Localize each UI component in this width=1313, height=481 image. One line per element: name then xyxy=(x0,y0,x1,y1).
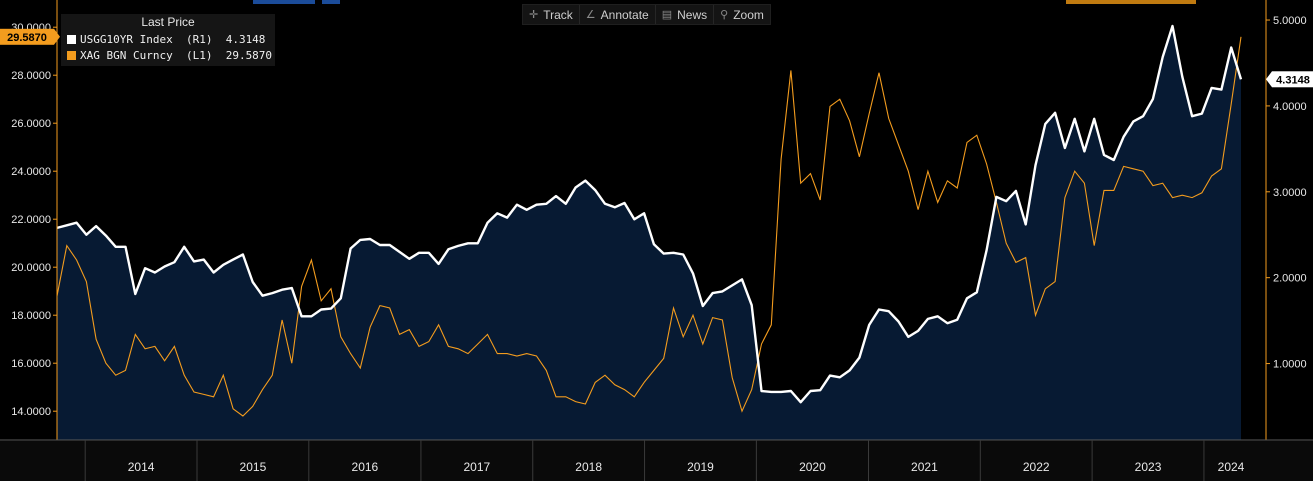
x-tick-label: 2014 xyxy=(128,460,155,474)
zoom-icon: ⚲ xyxy=(720,9,729,21)
left-tick-label: 26.0000 xyxy=(11,118,51,130)
right-last-tag xyxy=(1272,71,1313,88)
x-tick-label: 2015 xyxy=(240,460,267,474)
zoom-button[interactable]: ⚲ Zoom xyxy=(714,5,770,24)
legend-row-silver[interactable]: XAG BGN Curncy (L1) 29.5870 xyxy=(61,47,275,63)
right-tick-label: 4.0000 xyxy=(1273,101,1307,113)
silver-price-line xyxy=(56,36,1242,417)
x-tick-label: 2016 xyxy=(352,460,379,474)
left-tick-label: 20.0000 xyxy=(11,262,51,274)
legend-title: Last Price xyxy=(141,15,195,29)
legend-label-silver: XAG BGN Curncy (L1) 29.5870 xyxy=(80,48,273,62)
right-last-tag-arrow xyxy=(1266,71,1272,88)
crosshair-icon: ✛ xyxy=(529,9,539,21)
left-tick-label: 28.0000 xyxy=(11,70,51,82)
last-price-tags: 29.5870 4.3148 xyxy=(0,28,1313,88)
news-label: News xyxy=(677,7,708,22)
chart-toolbar: ✛ Track ∠ Annotate ▤ News ⚲ Zoom xyxy=(522,4,771,25)
left-axis: 14.0000 16.0000 18.0000 20.0000 22.0000 24.00… xyxy=(11,0,58,440)
left-tick-label: 14.0000 xyxy=(11,406,51,418)
chart-legend[interactable]: Last Price USGG10YR Index (R1) 4.3148 XA… xyxy=(61,14,275,66)
left-tick-label: 22.0000 xyxy=(11,214,51,226)
top-tab-indicator[interactable] xyxy=(253,0,315,4)
track-label: Track xyxy=(543,7,573,22)
legend-row-yield[interactable]: USGG10YR Index (R1) 4.3148 xyxy=(61,31,275,47)
x-tick-label: 2019 xyxy=(687,460,714,474)
right-tick-label: 5.0000 xyxy=(1273,15,1307,27)
top-tab-indicator-small[interactable] xyxy=(322,0,340,4)
news-icon: ▤ xyxy=(661,9,673,21)
left-last-tag-arrow xyxy=(54,28,60,45)
right-last-value: 4.3148 xyxy=(1276,74,1310,86)
x-tick-label: 2018 xyxy=(575,460,602,474)
legend-swatch-yield xyxy=(67,34,76,44)
left-tick-label: 18.0000 xyxy=(11,310,51,322)
left-last-tag xyxy=(0,28,54,45)
x-tick-label: 2024 xyxy=(1218,460,1245,474)
right-tick-label: 2.0000 xyxy=(1273,273,1307,285)
x-tick-label: 2023 xyxy=(1135,460,1162,474)
legend-label-yield: USGG10YR Index (R1) 4.3148 xyxy=(80,32,266,46)
x-axis: 2014 2015 2016 2017 2018 2019 2020 2021 2022 2023… xyxy=(0,439,1313,481)
x-axis-band xyxy=(0,441,1313,481)
right-tick-label: 3.0000 xyxy=(1273,187,1307,199)
top-orange-field[interactable] xyxy=(1066,0,1196,4)
left-last-value: 29.5870 xyxy=(7,32,47,44)
annotate-button[interactable]: ∠ Annotate xyxy=(580,5,656,24)
x-tick-label: 2020 xyxy=(799,460,826,474)
left-tick-label: 24.0000 xyxy=(11,166,51,178)
legend-swatch-silver xyxy=(67,50,76,60)
track-button[interactable]: ✛ Track xyxy=(523,5,580,24)
x-tick-label: 2022 xyxy=(1023,460,1050,474)
yield-line xyxy=(56,24,1243,404)
zoom-label: Zoom xyxy=(733,7,764,22)
news-button[interactable]: ▤ News xyxy=(656,5,715,24)
annotate-label: Annotate xyxy=(600,7,649,22)
x-tick-label: 2021 xyxy=(911,460,938,474)
yield-area xyxy=(57,26,1241,440)
right-axis: 1.0000 2.0000 3.0000 4.0000 5.0000 xyxy=(1265,0,1307,440)
left-tick-label: 16.0000 xyxy=(11,358,51,370)
x-tick-label: 2017 xyxy=(463,460,490,474)
pencil-icon: ∠ xyxy=(585,9,596,21)
right-tick-label: 1.0000 xyxy=(1273,359,1307,371)
